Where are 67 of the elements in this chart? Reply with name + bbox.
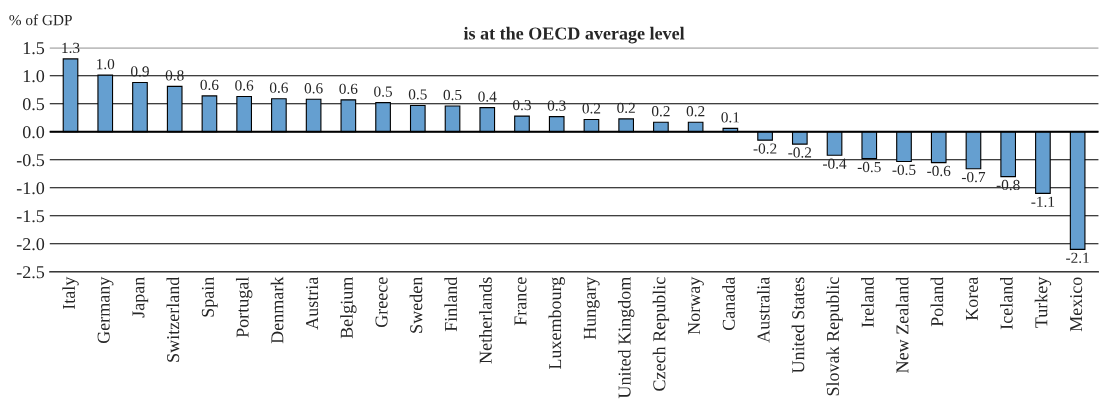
data-label: 0.9	[131, 66, 149, 77]
y-tick-label: -1.0	[16, 182, 45, 195]
data-label: -0.5	[892, 164, 916, 176]
x-tick-label: Greece	[375, 277, 388, 328]
x-tick-label: Canada	[722, 276, 735, 331]
data-label: 0.6	[269, 82, 288, 93]
y-tick-label: -2.0	[16, 238, 45, 251]
data-label: 0.5	[408, 89, 427, 100]
y-tick-label: 0.5	[22, 98, 45, 111]
data-label: -1.1	[1031, 196, 1055, 207]
y-tick-label: -0.5	[16, 154, 45, 167]
x-tick-label: Hungary	[583, 276, 600, 340]
x-tick-label: Korea	[965, 276, 978, 321]
data-label: -0.2	[788, 147, 812, 158]
data-label: 1.3	[62, 42, 80, 54]
x-tick-label: Switzerland	[166, 276, 180, 362]
x-tick-label: United Kingdom	[617, 276, 635, 399]
x-tick-label: New Zealand	[895, 276, 909, 373]
y-tick-label: 0.0	[22, 126, 45, 139]
x-tick-label: Portugal	[235, 277, 253, 338]
data-label: -0.6	[927, 165, 951, 177]
data-label: -0.4	[823, 158, 847, 169]
data-label: 1.0	[97, 58, 115, 70]
data-label: 0.6	[235, 80, 254, 91]
data-label: 0.1	[721, 112, 739, 123]
x-tick-label: Germany	[97, 276, 114, 344]
chart-title: is at the OECD average level	[463, 26, 685, 44]
x-tick-label: Iceland	[1000, 276, 1013, 330]
y-tick-label: -2.5	[16, 266, 45, 279]
data-label: 0.2	[617, 102, 635, 114]
data-label: -0.7	[961, 171, 986, 183]
x-tick-label: Japan	[132, 276, 149, 318]
x-tick-label: Turkey	[1034, 276, 1052, 328]
x-tick-label: Belgium	[340, 276, 357, 339]
x-tick-label: Austria	[306, 276, 319, 330]
data-label: 0.6	[304, 83, 323, 94]
data-label: 0.5	[374, 86, 393, 97]
data-label: 0.2	[651, 106, 670, 117]
y-tick-label: 1.5	[23, 42, 45, 55]
y-axis-title: % of GDP	[9, 14, 72, 26]
x-tick-label: Denmark	[270, 276, 284, 344]
data-label: 0.2	[582, 103, 601, 114]
x-tick-label: Australia	[756, 276, 770, 343]
x-tick-label: Ireland	[861, 276, 874, 328]
y-tick-label: -1.5	[16, 210, 45, 223]
data-label: 0.4	[478, 91, 497, 102]
x-tick-label: Luxembourg	[548, 277, 565, 370]
data-label: 0.6	[339, 83, 358, 95]
x-tick-label: France	[514, 277, 527, 326]
x-tick-label: Finland	[444, 276, 458, 332]
data-label: -2.1	[1066, 252, 1089, 264]
x-tick-label: Czech Republic	[652, 277, 670, 391]
data-label: -0.2	[753, 143, 777, 154]
x-tick-label: Spain	[201, 276, 218, 317]
x-tick-label: United States	[791, 277, 805, 374]
data-label: 0.5	[443, 89, 462, 101]
y-tick-label: 1.0	[23, 69, 45, 83]
x-tick-label: Slovak Republic	[826, 277, 843, 396]
data-label: 0.6	[200, 79, 219, 91]
x-tick-label: Italy	[62, 276, 79, 310]
x-tick-label: Norway	[688, 276, 704, 335]
data-label: -0.5	[857, 161, 881, 173]
x-tick-label: Poland	[930, 276, 944, 327]
data-label: 0.2	[686, 106, 705, 117]
x-tick-label: Sweden	[409, 276, 423, 333]
x-tick-label: Netherlands	[479, 277, 492, 364]
x-tick-label: Mexico	[1070, 277, 1083, 332]
